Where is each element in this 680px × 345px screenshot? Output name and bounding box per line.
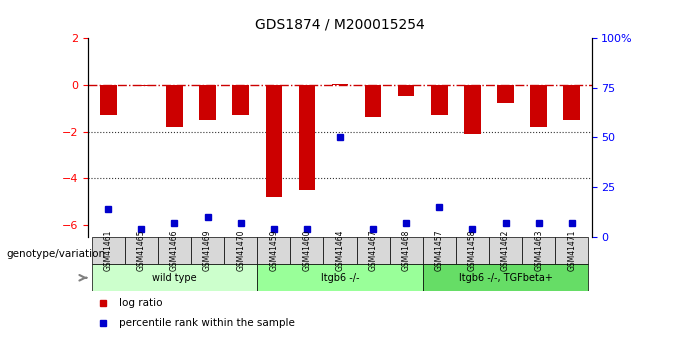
FancyBboxPatch shape (522, 237, 555, 264)
Bar (166, 85, 183, 127)
Text: ltgb6 -/-: ltgb6 -/- (321, 273, 359, 283)
FancyBboxPatch shape (290, 237, 324, 264)
Bar (100, 85, 116, 115)
Bar (133, 85, 150, 86)
Text: GSM41460: GSM41460 (303, 230, 311, 271)
Bar (398, 85, 415, 96)
Bar (431, 85, 447, 115)
Text: GSM41471: GSM41471 (567, 230, 576, 271)
Text: GSM41468: GSM41468 (402, 230, 411, 271)
Text: GSM41466: GSM41466 (170, 230, 179, 271)
FancyBboxPatch shape (489, 237, 522, 264)
FancyBboxPatch shape (92, 237, 125, 264)
Bar (497, 85, 514, 104)
Bar (199, 85, 216, 120)
FancyBboxPatch shape (356, 237, 390, 264)
FancyBboxPatch shape (224, 237, 257, 264)
FancyBboxPatch shape (158, 237, 191, 264)
Text: GSM41458: GSM41458 (468, 230, 477, 271)
Text: GSM41464: GSM41464 (335, 230, 345, 271)
Text: GSM41467: GSM41467 (369, 230, 377, 271)
Text: GSM41465: GSM41465 (137, 230, 146, 271)
Bar (299, 85, 315, 190)
Text: ltgb6 -/-, TGFbeta+: ltgb6 -/-, TGFbeta+ (458, 273, 552, 283)
FancyBboxPatch shape (191, 237, 224, 264)
Text: GSM41457: GSM41457 (435, 230, 444, 271)
Bar (530, 85, 547, 127)
Text: percentile rank within the sample: percentile rank within the sample (118, 318, 294, 328)
FancyBboxPatch shape (456, 237, 489, 264)
Bar (365, 85, 381, 118)
Text: GSM41470: GSM41470 (236, 230, 245, 271)
FancyBboxPatch shape (555, 237, 588, 264)
Text: genotype/variation: genotype/variation (7, 249, 106, 258)
Text: wild type: wild type (152, 273, 197, 283)
FancyBboxPatch shape (390, 237, 423, 264)
FancyBboxPatch shape (125, 237, 158, 264)
FancyBboxPatch shape (257, 237, 290, 264)
Bar (265, 85, 282, 197)
FancyBboxPatch shape (257, 264, 423, 292)
FancyBboxPatch shape (324, 237, 356, 264)
Bar (233, 85, 249, 115)
Bar (464, 85, 481, 134)
Text: GDS1874 / M200015254: GDS1874 / M200015254 (255, 17, 425, 31)
Text: GSM41463: GSM41463 (534, 230, 543, 271)
FancyBboxPatch shape (423, 264, 588, 292)
FancyBboxPatch shape (92, 264, 257, 292)
Text: GSM41462: GSM41462 (501, 230, 510, 271)
Text: GSM41469: GSM41469 (203, 230, 212, 271)
Bar (564, 85, 580, 120)
Text: GSM41461: GSM41461 (104, 230, 113, 271)
Text: GSM41459: GSM41459 (269, 230, 278, 271)
Bar (332, 83, 348, 85)
Text: log ratio: log ratio (118, 298, 162, 308)
FancyBboxPatch shape (423, 237, 456, 264)
